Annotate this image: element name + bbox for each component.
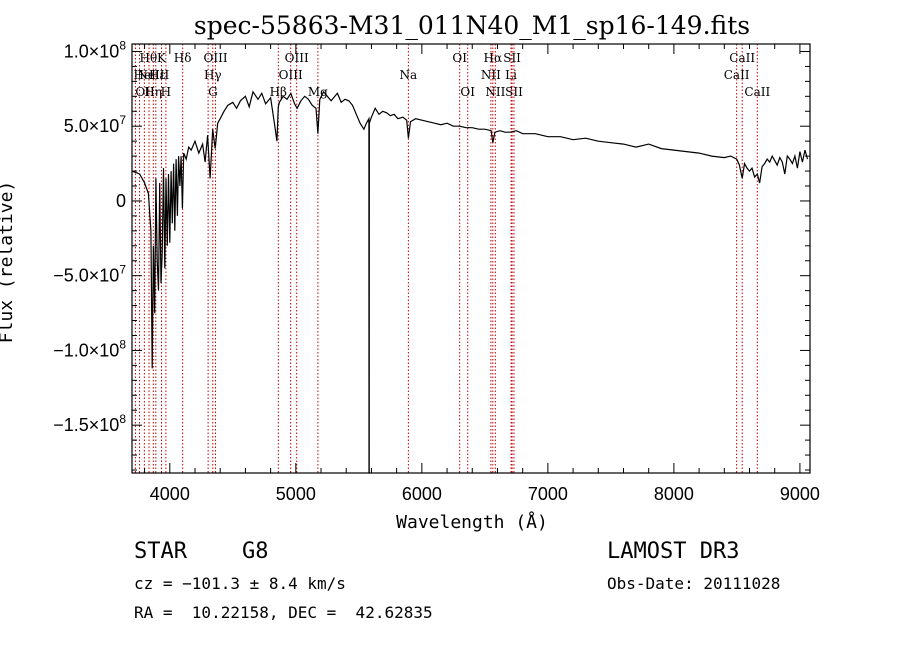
line-label: Hθ (140, 51, 158, 65)
line-label: NeIII (137, 68, 169, 82)
line-label: OI (452, 51, 467, 65)
line-label: NII (481, 68, 501, 82)
y-tick-label: 5.0×107 (64, 113, 127, 136)
line-label: CaII (724, 68, 750, 82)
y-axis-ticks: 1.0×108 5.0×107 0 −5.0×107 −1.0×108 −1.5×108 (53, 38, 810, 471)
line-label: SII (505, 85, 523, 99)
x-tick-label: 7000 (528, 484, 568, 504)
line-label: Hδ (174, 51, 192, 65)
x-tick-label: 6000 (402, 484, 442, 504)
line-label: Hγ (204, 68, 222, 82)
object-class: STAR (134, 539, 187, 564)
line-label: Hη (144, 85, 162, 99)
line-label: OII (135, 85, 155, 99)
x-axis-ticks: 4000 5000 6000 7000 8000 9000 (144, 44, 820, 504)
spectrum-line (131, 90, 809, 474)
line-label: CaII (744, 85, 770, 99)
line-label: G (208, 85, 218, 99)
x-tick-label: 4000 (150, 484, 190, 504)
line-label: NII (485, 85, 505, 99)
line-label: HeI (134, 68, 157, 82)
line-label: Mg (308, 85, 328, 99)
observation-date: Obs-Date: 20111028 (607, 574, 781, 593)
x-tick-label: 5000 (276, 484, 316, 504)
x-tick-label: 8000 (654, 484, 694, 504)
y-tick-label: 1.0×108 (64, 38, 127, 61)
spectral-line-markers (134, 44, 758, 473)
y-tick-label: −1.0×108 (53, 337, 126, 360)
line-label: OIII (204, 51, 228, 65)
object-subclass: G8 (242, 539, 269, 564)
line-label: OIII (285, 51, 309, 65)
line-label: Hβ (270, 85, 287, 99)
y-tick-label: −1.5×108 (53, 412, 126, 435)
line-label: CaII (729, 51, 755, 65)
line-label: K (157, 51, 167, 65)
sky-coordinates: RA = 10.22158, DEC = 42.62835 (134, 603, 433, 622)
x-tick-label: 9000 (780, 484, 820, 504)
chart-title: spec-55863-M31_011N40_M1_sp16-149.fits (194, 11, 750, 40)
y-axis-label: Flux (relative) (0, 181, 17, 344)
x-axis-label: Wavelength (Å) (396, 511, 548, 533)
line-label: Na (400, 68, 418, 82)
line-label: Hε (149, 68, 166, 82)
line-label: H (161, 85, 171, 99)
y-tick-label: 0 (116, 191, 126, 211)
plot-frame (131, 43, 811, 474)
line-label: Hα (484, 51, 503, 65)
line-label: OIII (279, 68, 303, 82)
redshift-value: cz = −101.3 ± 8.4 km/s (134, 574, 346, 593)
y-tick-label: −5.0×107 (53, 263, 126, 286)
survey-name: LAMOST DR3 (607, 539, 740, 564)
line-label: OI (460, 85, 475, 99)
line-label: Li (505, 68, 517, 82)
line-label: SII (503, 51, 521, 65)
